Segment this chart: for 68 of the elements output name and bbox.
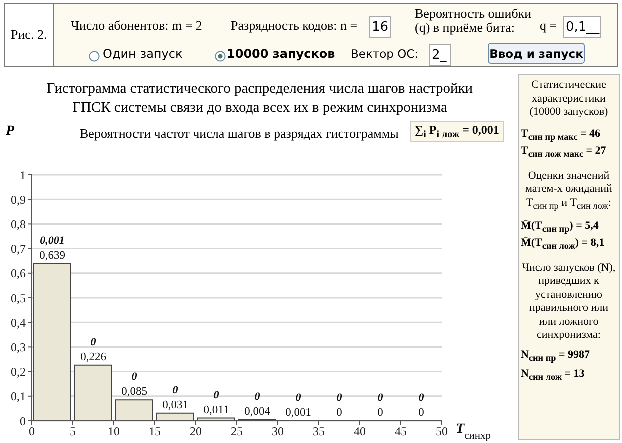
chart-subtitle: Вероятности частот числа шагов в разрядах гистограммы: [80, 126, 399, 142]
text: Вектор ОС:: [351, 47, 419, 61]
x-axis-title: T$_{синхр}$: [456, 422, 491, 442]
y-tick-label: 0,3: [11, 340, 26, 354]
text: Рис. 2.: [11, 27, 48, 42]
data-label: 0,001: [286, 406, 312, 419]
text: N$_{син пр}$ = 9987: [521, 348, 590, 364]
annotation: 0: [418, 392, 425, 404]
data-label: 0,011: [204, 404, 230, 416]
annotation: 0: [378, 392, 384, 404]
x-tick-label: 15: [149, 424, 161, 439]
y-tick-label: 0,8: [11, 217, 26, 232]
text-field: 16: [369, 16, 391, 38]
y-tick-label: 1: [20, 168, 26, 182]
data-label: 0,004: [244, 406, 271, 418]
text-field: 0,1__: [563, 16, 601, 38]
data-label: 0,639: [40, 250, 66, 262]
text: Вероятность ошибки (q) в приёме бита:: [415, 6, 532, 35]
text: Оценки значений матем-х ожиданий T$_{син пр}$ и T$_{син лож}$:: [526, 170, 612, 212]
x-tick-label: 25: [231, 424, 243, 439]
annotation: 0: [336, 392, 343, 404]
x-tick-label: 10: [108, 424, 120, 439]
text: 10000 запусков: [227, 47, 336, 61]
annotation: 0: [132, 371, 138, 384]
y-tick-label: 0,5: [11, 291, 26, 306]
text: Статистические характеристики (10000 запусков): [530, 79, 608, 118]
text: Число абонентов: m = 2: [71, 18, 202, 33]
text: ∑$_{i}$ P$_{i лож}$ = 0,001: [415, 123, 500, 140]
text: M̄(T$_{син пр}$) = 5,4: [521, 220, 599, 234]
y-tick-label: 0,4: [11, 316, 26, 330]
x-tick-label: 45: [395, 424, 407, 439]
data-label: 0: [378, 407, 384, 419]
annotation: 0: [214, 389, 220, 402]
data-label: 0: [336, 407, 343, 419]
annotation: 0: [90, 336, 97, 348]
y-tick-label: 0,2: [11, 365, 26, 380]
y-tick-label: 0,6: [11, 266, 26, 281]
text: T$_{син пр макс}$ = 46: [521, 128, 601, 142]
annotation: 0: [254, 391, 261, 404]
x-tick-label: 0: [29, 424, 35, 439]
text: Разрядность кодов: n =: [231, 18, 358, 33]
x-tick-label: 50: [436, 424, 448, 439]
text: T$_{син лож макс}$ = 27: [521, 145, 606, 160]
text: M̄(T$_{син лож}$) = 8,1: [521, 237, 605, 252]
x-tick-label: 35: [313, 424, 325, 439]
button: Ввод и запуск: [488, 43, 585, 64]
x-tick-label: 5: [70, 424, 76, 439]
annotation: 0: [172, 384, 179, 396]
annotation: 0: [296, 392, 302, 404]
text: N$_{син лож}$ = 13: [521, 368, 585, 382]
annotation: 0,001: [40, 234, 65, 247]
data-label: 0,031: [162, 399, 189, 412]
chart-title: Гистограмма статистического распределения числа шагов настройки ГПСК системы связи до входа всех их в режим синхронизма: [46, 80, 474, 118]
text: q =: [540, 18, 558, 33]
text: Один запуск: [103, 47, 183, 61]
x-tick-label: 40: [354, 424, 366, 439]
data-label: 0,226: [80, 351, 107, 364]
y-tick-label: 0,9: [11, 192, 26, 207]
y-tick-label: 0: [20, 414, 26, 428]
y-axis-title: P: [6, 124, 15, 139]
x-tick-label: 20: [190, 424, 202, 439]
text-field: 2_: [429, 44, 451, 66]
data-label: 0,085: [122, 386, 148, 398]
x-tick-label: 30: [272, 424, 284, 439]
y-tick-label: 0,7: [11, 242, 26, 256]
y-tick-label: 0,1: [11, 390, 26, 404]
text: Число запусков (N), приведших к установлению правильного или или ложного синхронизма:: [522, 262, 616, 342]
data-label: 0: [418, 407, 425, 419]
